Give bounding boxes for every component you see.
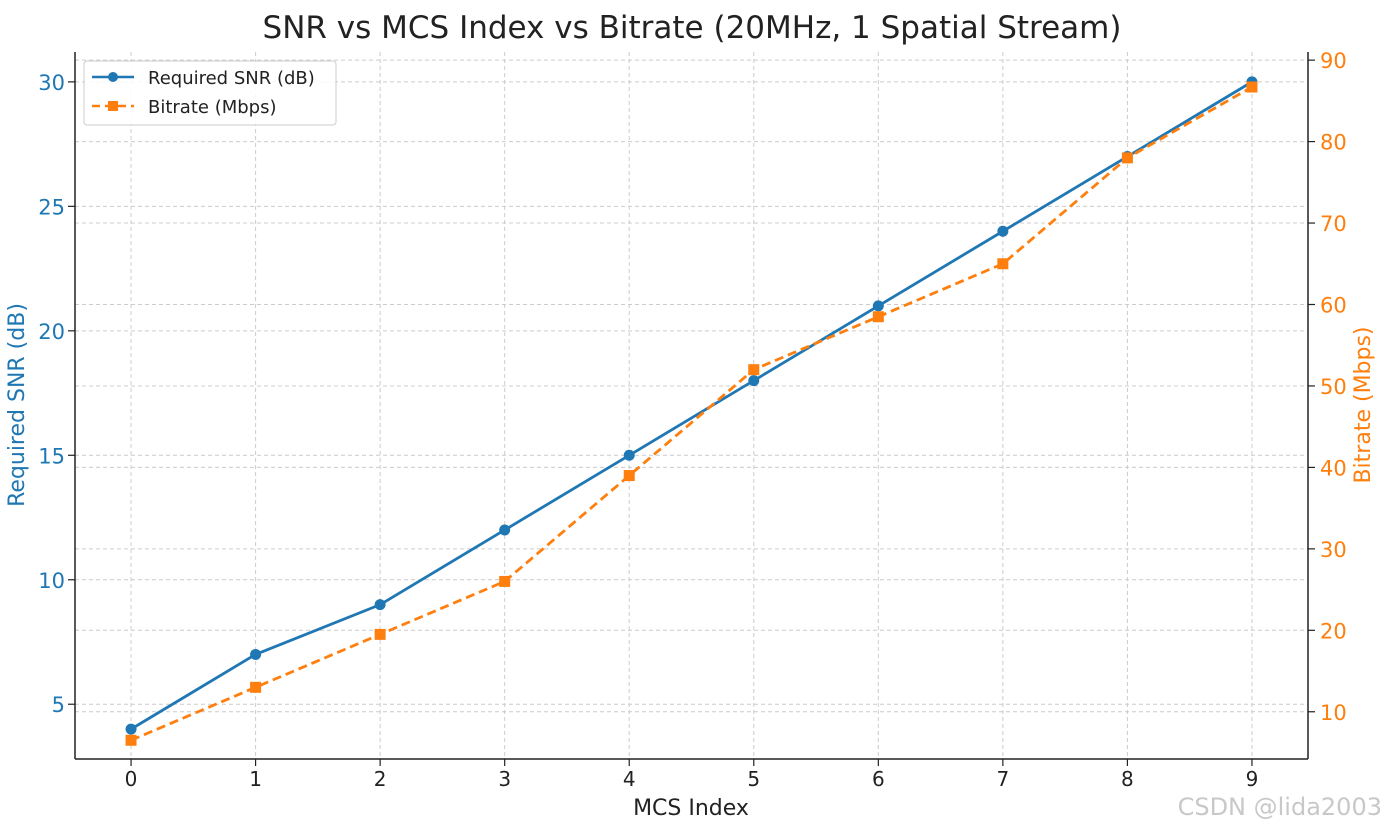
legend-bitrate-marker-icon [108,101,118,111]
x-tick-label: 7 [996,767,1009,791]
y2-tick-label: 90 [1320,49,1347,73]
y2-tick-label: 50 [1320,375,1347,399]
y2-tick-label: 10 [1320,701,1347,725]
series-layer [125,76,1258,746]
snr-series-line [130,80,1253,731]
snr-point [748,375,760,387]
bitrate-point [748,364,760,376]
x-tick-label: 0 [125,767,138,791]
y-tick-label: 20 [38,320,65,344]
x-tick-label: 4 [623,767,636,791]
bitrate-point [623,470,635,482]
snr-point [997,225,1009,237]
legend: Required SNR (dB) Bitrate (Mbps) [83,60,337,126]
bitrate-point [1121,152,1133,164]
bitrate-point [250,681,262,693]
snr-point [872,300,884,312]
bitrate-point [125,734,137,746]
y2-tick-label: 30 [1320,538,1347,562]
y2-tick-label: 70 [1320,212,1347,236]
x-tick-label: 1 [249,767,262,791]
snr-point [499,524,511,536]
x-tick-label: 3 [498,767,511,791]
legend-snr-label: Required SNR (dB) [148,68,315,89]
bitrate-point [1246,81,1258,93]
x-tick-label: 5 [747,767,760,791]
y-tick-label: 25 [38,195,65,219]
x-tick-label: 6 [872,767,885,791]
legend-bitrate-label: Bitrate (Mbps) [148,97,277,118]
y-tick-label: 5 [52,693,65,717]
snr-point [250,648,262,660]
chart-title: SNR vs MCS Index vs Bitrate (20MHz, 1 Sp… [263,10,1122,46]
snr-point [374,599,386,611]
x-tick-label: 2 [374,767,387,791]
legend-snr-marker-icon [108,72,118,82]
y-tick-label: 30 [38,71,65,95]
snr-point [125,723,137,735]
y2-tick-label: 40 [1320,456,1347,480]
bitrate-point [997,258,1009,270]
bitrate-point [499,575,511,587]
axes: 0 1 2 3 4 5 6 7 8 9 5 10 15 20 25 30 10 20 30 40 50 60 70 80 90 [38,49,1346,791]
snr-point [623,449,635,461]
x-tick-label: 8 [1121,767,1134,791]
bitrate-point [374,628,386,640]
y-tick-label: 15 [38,444,65,468]
y-axis-label: Required SNR (dB) [5,303,30,507]
y2-tick-label: 80 [1320,131,1347,155]
x-axis-label: MCS Index [633,796,749,821]
y2-tick-label: 20 [1320,619,1347,643]
bitrate-series-line [130,85,1253,742]
y-tick-label: 10 [38,569,65,593]
bitrate-point [872,311,884,323]
watermark: CSDN @lida2003 [1177,793,1382,821]
y2-axis-label: Bitrate (Mbps) [1351,326,1376,483]
y2-tick-label: 60 [1320,294,1347,318]
x-tick-label: 9 [1246,767,1259,791]
